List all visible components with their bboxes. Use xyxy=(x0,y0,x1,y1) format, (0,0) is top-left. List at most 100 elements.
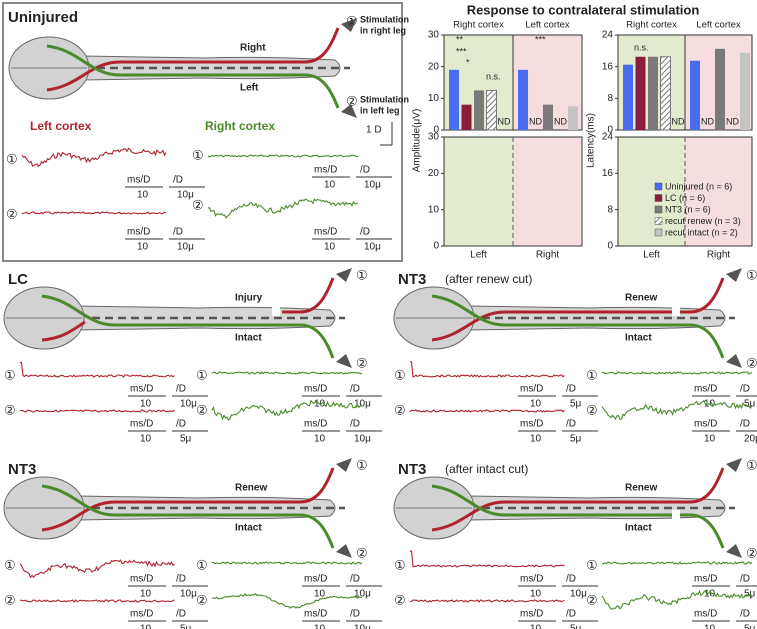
row-number: ② xyxy=(4,402,16,417)
lesion xyxy=(272,304,280,316)
cord-label: Right xyxy=(240,43,266,54)
group-bg xyxy=(685,137,752,246)
cord-label: Renew xyxy=(235,483,267,494)
lesion xyxy=(672,304,680,316)
stim-arrow xyxy=(341,18,357,32)
scale-amp-label: /D xyxy=(176,384,186,395)
scale-amp-label: /D xyxy=(360,165,370,176)
legend-swatch xyxy=(654,194,663,202)
scale-ms-label: ms/D xyxy=(694,384,717,395)
bar xyxy=(648,56,658,131)
scale-ms: 10 xyxy=(704,624,716,629)
scale-ms-label: ms/D xyxy=(304,419,327,430)
scale-amp: 10μ xyxy=(180,589,197,600)
scale-amp: 10μ xyxy=(180,399,197,410)
trace xyxy=(20,599,175,603)
row-number: ① xyxy=(6,151,18,166)
trace xyxy=(601,371,753,375)
trace xyxy=(409,599,565,603)
scale-ms: 10 xyxy=(314,589,326,600)
trace xyxy=(211,399,363,421)
cord-label: Injury xyxy=(235,293,263,304)
red-tract xyxy=(46,27,340,92)
scale-amp-label: /D xyxy=(173,227,183,238)
significance: *** xyxy=(535,34,546,44)
row-number: ① xyxy=(394,557,406,572)
stim-number: ① xyxy=(346,13,358,28)
trace xyxy=(211,561,363,565)
legend-swatch xyxy=(654,217,663,225)
stim-arrow xyxy=(336,544,352,558)
trace xyxy=(19,409,175,413)
red-tract xyxy=(431,310,672,342)
legend-label: recut intact (n = 2) xyxy=(665,227,738,237)
y-tick-label: 0 xyxy=(607,241,613,252)
y-tick-label: 10 xyxy=(428,93,440,104)
x-label: Left xyxy=(643,250,660,261)
scale-amp-label: /D xyxy=(566,609,576,620)
stim-number: ① xyxy=(746,457,757,472)
trace xyxy=(601,561,753,565)
trace xyxy=(211,371,363,375)
significance: * xyxy=(466,57,470,67)
scale-ms-label: ms/D xyxy=(304,384,327,395)
y-tick-label: 24 xyxy=(602,132,614,143)
row-number: ① xyxy=(196,367,208,382)
stim-text: in left leg xyxy=(360,105,400,115)
y-tick-label: 16 xyxy=(602,168,614,179)
row-number: ② xyxy=(196,592,208,607)
legend-label: Uninjured (n = 6) xyxy=(665,181,732,191)
scale-ms-label: ms/D xyxy=(130,574,153,585)
stim-text: in right leg xyxy=(360,25,406,35)
scale-amp: 10μ xyxy=(354,434,371,445)
panel-title: LC xyxy=(8,271,28,288)
scale-amp: 10μ xyxy=(354,624,371,629)
group-header: Right cortex xyxy=(453,20,504,31)
group-header: Left cortex xyxy=(696,20,741,31)
scale-amp-label: /D xyxy=(740,609,750,620)
panel-title: NT3 xyxy=(8,461,36,478)
legend-swatch xyxy=(654,205,663,214)
bar xyxy=(635,56,646,131)
scale-ms-label: ms/D xyxy=(127,227,150,238)
y-tick-label: 0 xyxy=(607,125,613,136)
scale-ms: 10 xyxy=(140,399,152,410)
row-number: ② xyxy=(394,402,406,417)
green-tract xyxy=(680,513,725,549)
scale-ms-label: ms/D xyxy=(694,574,717,585)
group-header: Left cortex xyxy=(525,20,570,31)
green-tract xyxy=(431,294,725,359)
legend-label: recut renew (n = 3) xyxy=(665,216,741,226)
trace xyxy=(19,361,175,378)
row-number: ② xyxy=(586,402,598,417)
row-number: ② xyxy=(192,197,204,212)
red-tract xyxy=(282,277,335,314)
scale-ms-label: ms/D xyxy=(304,609,327,620)
stim-arrow xyxy=(726,458,742,472)
green-tract xyxy=(41,294,335,359)
scale-ms-label: ms/D xyxy=(127,175,150,186)
group-bg xyxy=(618,137,685,246)
scale-amp-label: /D xyxy=(740,384,750,395)
scale-amp-label: /D xyxy=(350,419,360,430)
trace xyxy=(207,154,359,158)
stim-number: ② xyxy=(346,93,358,108)
bar xyxy=(518,69,528,130)
scale-amp-label: /D xyxy=(740,419,750,430)
scale-amp-label: /D xyxy=(350,609,360,620)
scale-ms: 10 xyxy=(137,190,149,201)
y-tick-label: 30 xyxy=(428,30,440,41)
bar xyxy=(486,89,497,131)
stim-arrow xyxy=(726,544,742,558)
y-axis-label: Amplitude(μV) xyxy=(412,109,423,173)
y-tick-label: 20 xyxy=(428,61,440,72)
scale-amp-label: /D xyxy=(740,574,750,585)
stim-number: ② xyxy=(356,545,368,560)
bar xyxy=(474,90,484,130)
scale-ms: 10 xyxy=(530,589,542,600)
scale-bar-label: 1 D xyxy=(366,125,382,136)
value-label: ND xyxy=(701,116,714,126)
scale-amp-label: /D xyxy=(176,574,186,585)
trace xyxy=(409,360,565,378)
